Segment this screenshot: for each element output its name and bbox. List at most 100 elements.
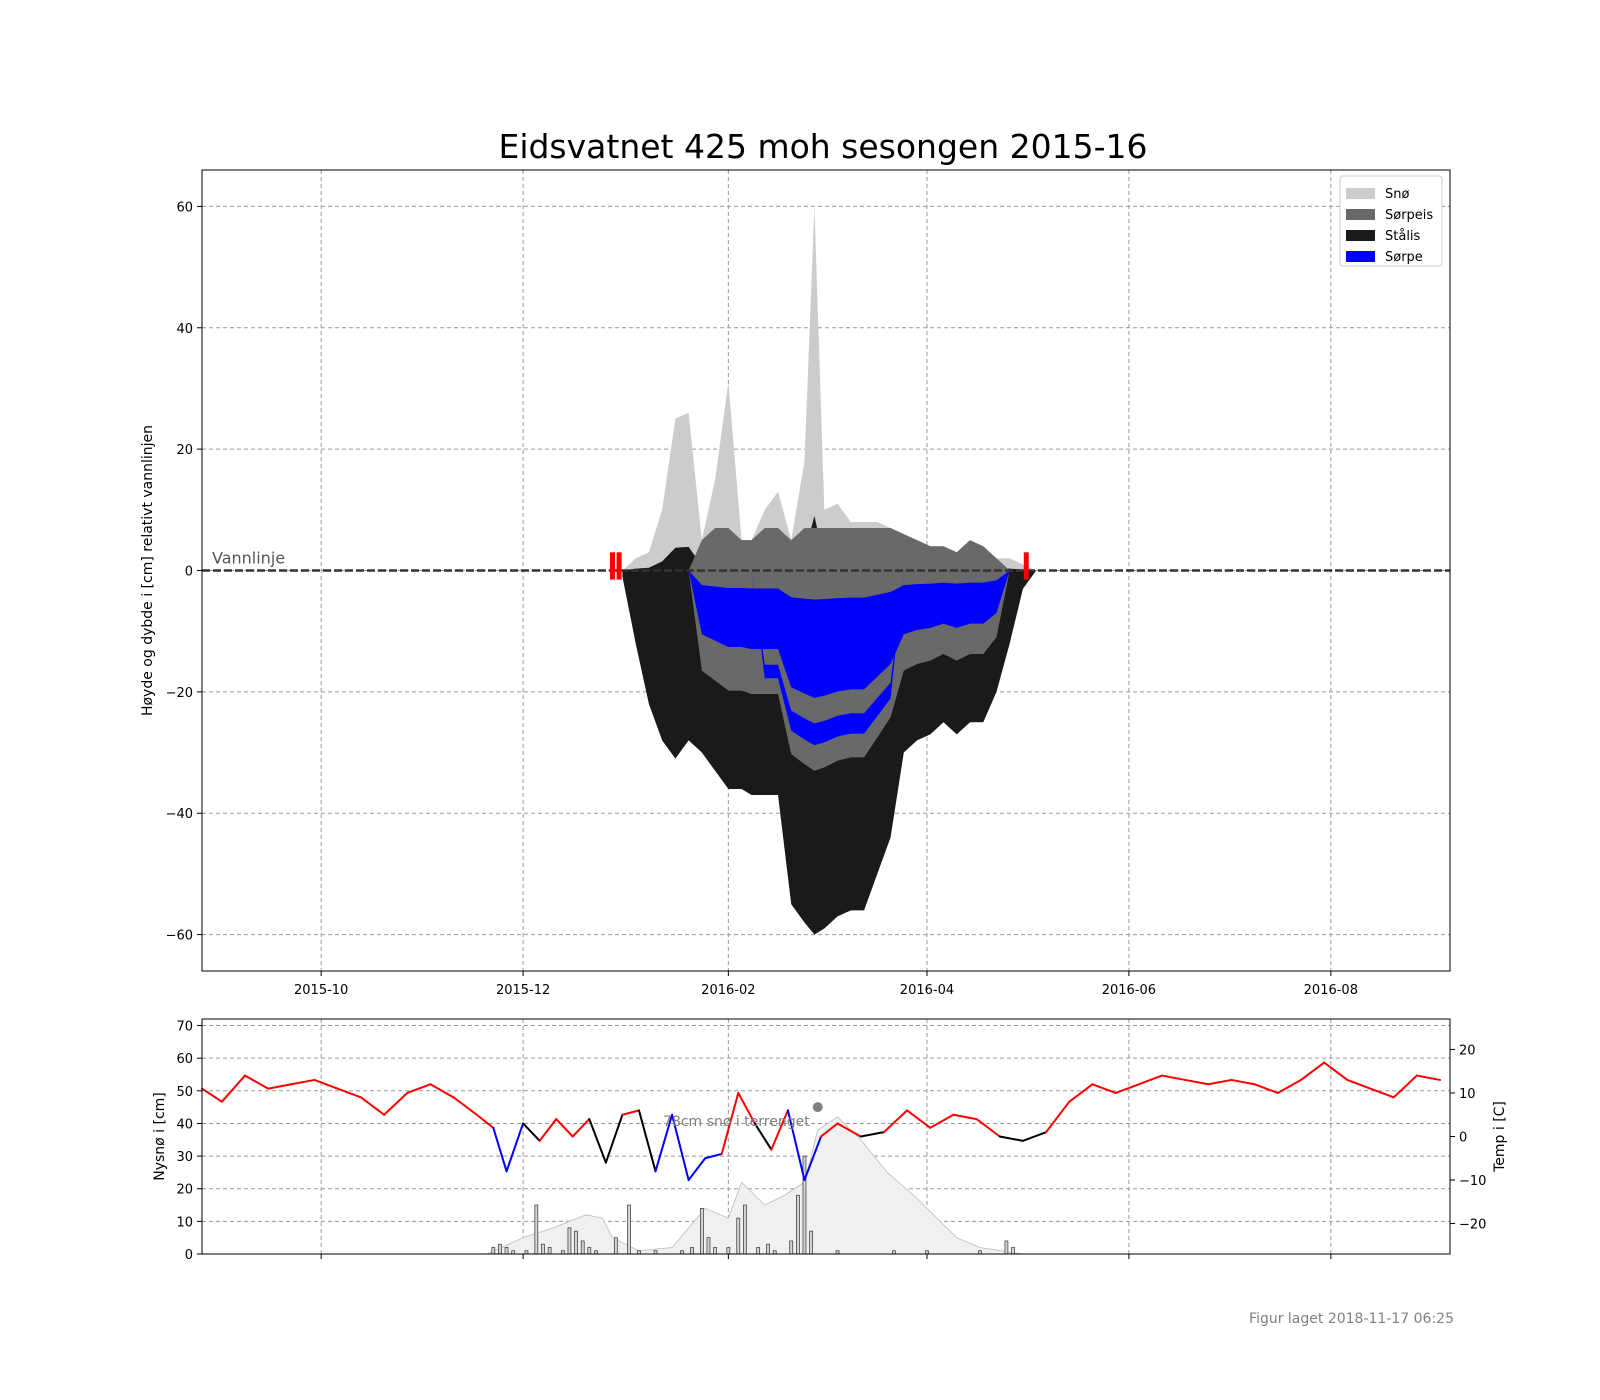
snow-axis-label: Nysnø i [cm] [152, 1092, 168, 1181]
temperature-segment [1276, 1078, 1303, 1094]
new-snow-bar [690, 1247, 694, 1255]
y-tick-label: −20 [166, 686, 193, 701]
temperature-segment [383, 1091, 409, 1116]
new-snow-bar [504, 1247, 509, 1255]
temperature-segment [538, 1118, 558, 1142]
temperature-segment [671, 1113, 690, 1182]
temperature-segment [313, 1078, 339, 1090]
temperature-segment [220, 1074, 247, 1103]
temperature-segment [359, 1096, 386, 1116]
temperature-segment [505, 1122, 525, 1173]
new-snow-bar [700, 1207, 704, 1255]
new-snow-bar [613, 1237, 618, 1255]
temperature-segment [1021, 1131, 1048, 1142]
new-snow-bar [713, 1247, 717, 1255]
waterline-label: Vannlinje [212, 549, 285, 568]
ice-marker [616, 552, 622, 580]
temperature-segment [786, 1109, 806, 1182]
snow-depth-marker [812, 1102, 823, 1113]
x-tick-label: 2016-04 [900, 983, 954, 998]
y-tick-label: −60 [166, 929, 193, 944]
snow-depth-area [486, 1116, 1024, 1255]
temperature-segment [687, 1157, 707, 1182]
new-snow-bar [580, 1240, 585, 1255]
temperature-segment [452, 1096, 478, 1116]
y2-tick-label: 20 [1459, 1043, 1476, 1058]
x-tick-label: 2016-08 [1304, 983, 1358, 998]
legend-swatch [1346, 230, 1375, 241]
x-tick-label: 2016-02 [701, 983, 755, 998]
new-snow-bar [627, 1204, 631, 1255]
temperature-segment [952, 1113, 978, 1121]
y-tick-label: 0 [185, 1248, 193, 1263]
footer-created: Figur laget 2018-11-17 06:25 [1249, 1311, 1454, 1327]
temperature-segment [1045, 1100, 1071, 1134]
temperature-segment [704, 1152, 723, 1160]
new-snow-bar [491, 1247, 496, 1255]
temperature-segment [803, 1135, 823, 1182]
chart-title: Eidsvatnet 425 moh sesongen 2015-16 [498, 127, 1147, 166]
temperature-segment [1323, 1061, 1349, 1081]
main-plot: Vannlinje −60 −40 −20 0 20 40 60 2015-10 2015-12 2… [140, 169, 1451, 998]
temperature-segment [406, 1083, 432, 1094]
temperature-segment [720, 1091, 740, 1155]
legend-label: Sørpe [1385, 250, 1423, 265]
y-tick-label: 50 [176, 1085, 193, 1100]
y2-tick-label: 0 [1459, 1131, 1467, 1146]
temperature-segment [1300, 1061, 1326, 1081]
new-snow-bar [743, 1204, 747, 1255]
temperature-segment [753, 1122, 773, 1151]
temperature-segment [1068, 1083, 1094, 1103]
y-axis-label: Høyde og dybde i [cm] relativt vannlinje… [140, 425, 156, 716]
temperature-segment [906, 1109, 932, 1129]
legend-label: Stålis [1385, 229, 1421, 244]
temperature-segment [836, 1122, 862, 1138]
new-snow-bar [574, 1230, 578, 1255]
y-tick-label: 40 [176, 322, 193, 337]
y-tick-label: 60 [176, 1052, 193, 1067]
temperature-segment [929, 1113, 955, 1129]
temperature-segment [1392, 1074, 1418, 1099]
temperature-segment [1114, 1083, 1140, 1094]
temp-axis-label: Temp i [C] [1492, 1101, 1508, 1173]
temperature-segment [429, 1083, 455, 1099]
y-tick-label: 60 [176, 200, 193, 215]
temperature-segment [522, 1122, 541, 1142]
temperature-segment [201, 1087, 223, 1103]
y2-tick-label: 10 [1459, 1087, 1476, 1102]
legend-swatch [1346, 188, 1375, 199]
temperature-segment [770, 1109, 789, 1151]
temperature-segment [1369, 1087, 1395, 1099]
temperature-segment [1230, 1078, 1256, 1086]
new-snow-bar [706, 1237, 711, 1255]
new-snow-bar [766, 1243, 770, 1255]
temperature-segment [1415, 1074, 1442, 1081]
temperature-segment [1161, 1074, 1187, 1081]
temperature-segment [336, 1087, 362, 1099]
temperature-segment [555, 1118, 574, 1138]
temperature-segment [290, 1078, 316, 1086]
new-snow-bar [1011, 1247, 1015, 1255]
temperature-segment [492, 1126, 508, 1173]
slush-layer [622, 570, 1037, 698]
legend-swatch [1346, 251, 1375, 262]
snow-depth-annotation: 78cm snø i terrenget [663, 1114, 810, 1130]
temperature-segment [820, 1122, 839, 1138]
y-tick-label: 70 [176, 1020, 193, 1035]
legend-swatch [1346, 209, 1375, 220]
new-snow-bar [567, 1227, 572, 1255]
temperature-segment [244, 1074, 270, 1090]
snow-layer [622, 206, 1037, 571]
temperature-segment [588, 1118, 607, 1164]
new-snow-bar [587, 1247, 592, 1255]
new-snow-bar [802, 1155, 807, 1255]
temperature-segment [267, 1083, 293, 1090]
y2-tick-label: −10 [1459, 1174, 1486, 1189]
ice-marker [609, 552, 615, 580]
x-tick-label: 2015-10 [294, 983, 348, 998]
new-snow-bar [1004, 1240, 1009, 1255]
temperature-segment [654, 1113, 674, 1173]
x-tick-label: 2015-12 [496, 983, 550, 998]
y-tick-label: 30 [176, 1150, 193, 1165]
